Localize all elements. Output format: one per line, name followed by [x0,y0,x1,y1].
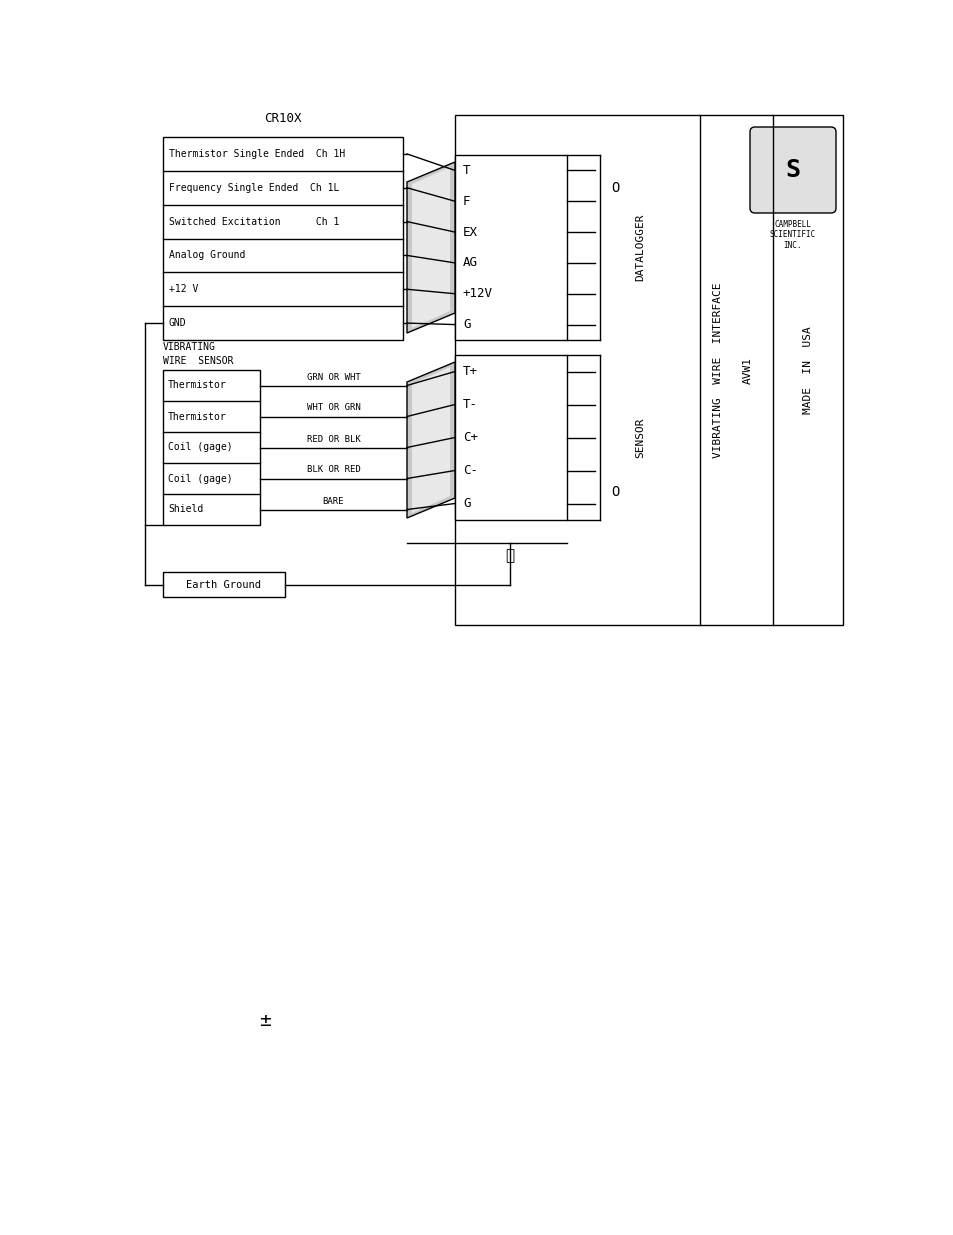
Text: GND: GND [169,319,187,329]
Text: ±: ± [259,1010,271,1030]
Text: C+: C+ [462,431,477,445]
Text: O: O [610,485,618,499]
Text: Analog Ground: Analog Ground [169,251,245,261]
Text: C-: C- [462,464,477,477]
Text: WHT OR GRN: WHT OR GRN [306,404,360,412]
Text: T+: T+ [462,366,477,378]
Text: T: T [462,164,470,177]
Polygon shape [412,167,450,329]
Text: MADE  IN  USA: MADE IN USA [802,326,812,414]
Bar [455,156,566,340]
Text: +12 V: +12 V [169,284,198,294]
Text: DATALOGGER: DATALOGGER [635,214,644,282]
Text: SENSOR: SENSOR [635,417,644,458]
Text: G: G [462,319,470,331]
Text: AG: AG [462,257,477,269]
Text: Coil (gage): Coil (gage) [168,442,233,452]
Text: T-: T- [462,398,477,411]
Text: ⏚: ⏚ [505,548,514,563]
FancyBboxPatch shape [749,127,835,212]
Text: Thermistor: Thermistor [168,411,227,421]
Bar [455,354,566,520]
Text: WIRE  SENSOR: WIRE SENSOR [163,356,233,366]
Text: CAMPBELL
SCIENTIFIC
INC.: CAMPBELL SCIENTIFIC INC. [769,220,815,249]
Text: Frequency Single Ended  Ch 1L: Frequency Single Ended Ch 1L [169,183,339,193]
Bar [163,572,285,597]
Text: Switched Excitation      Ch 1: Switched Excitation Ch 1 [169,216,339,226]
Text: EX: EX [462,226,477,238]
Text: F: F [462,195,470,207]
Text: Earth Ground: Earth Ground [186,579,261,589]
Text: +12V: +12V [462,288,493,300]
Text: CR10X: CR10X [264,112,301,125]
Bar [163,137,402,340]
Text: AVW1: AVW1 [742,357,752,384]
Text: RED OR BLK: RED OR BLK [306,435,360,443]
Text: G: G [462,496,470,510]
Text: BLK OR RED: BLK OR RED [306,466,360,474]
Polygon shape [407,362,455,517]
Text: GRN OR WHT: GRN OR WHT [306,373,360,382]
Bar [163,370,260,525]
Text: Coil (gage): Coil (gage) [168,473,233,483]
Text: Thermistor Single Ended  Ch 1H: Thermistor Single Ended Ch 1H [169,149,345,159]
Text: Shield: Shield [168,505,203,515]
Polygon shape [407,162,455,333]
Polygon shape [412,367,450,513]
Text: O: O [610,180,618,194]
Text: Thermistor: Thermistor [168,380,227,390]
Text: VIBRATING: VIBRATING [163,342,215,352]
Bar [455,115,842,625]
Text: BARE: BARE [322,496,344,505]
Text: VIBRATING  WIRE  INTERFACE: VIBRATING WIRE INTERFACE [712,283,722,458]
Text: S: S [784,158,800,182]
